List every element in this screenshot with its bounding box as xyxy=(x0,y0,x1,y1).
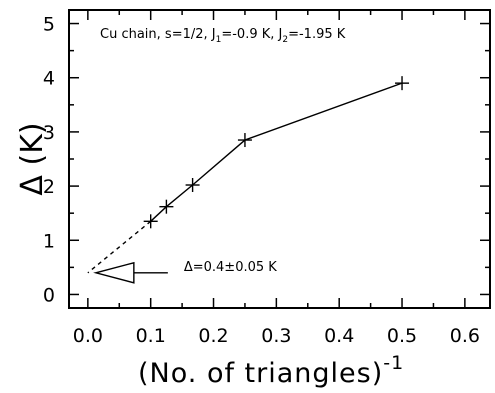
annotation-arrow-head xyxy=(93,261,135,284)
x-tick-label: 0.6 xyxy=(450,325,480,347)
data-point xyxy=(143,214,158,229)
x-tick-label: 0.3 xyxy=(261,325,291,347)
x-tick-label: 0.2 xyxy=(198,325,228,347)
y-tick-label: 5 xyxy=(43,14,55,36)
annotation-text: Δ=0.4±0.05 K xyxy=(184,260,277,275)
x-tick-label: 0.4 xyxy=(324,325,354,347)
y-tick-label: 2 xyxy=(43,176,55,198)
y-axis-label: Δ (K) xyxy=(15,122,50,195)
y-tick-label: 4 xyxy=(43,68,55,90)
series-layer xyxy=(87,76,410,274)
data-point xyxy=(395,76,410,91)
chart-title: Cu chain, s=1/2, J1=-0.9 K, J2=-1.95 K xyxy=(100,27,346,45)
data-point xyxy=(159,199,174,214)
data-point xyxy=(237,133,252,148)
y-tick-label: 3 xyxy=(43,122,55,144)
x-tick-label: 0.0 xyxy=(73,325,103,347)
series-line xyxy=(150,82,403,222)
x-tick-label: 0.5 xyxy=(387,325,417,347)
tick-labels: 0.0 0.1 0.2 0.3 0.4 0.5 0.6 0 1 2 3 4 5 xyxy=(43,14,480,347)
axis-ticks xyxy=(69,10,490,308)
annotation-layer: Δ=0.4±0.05 K xyxy=(93,260,277,284)
x-axis-label: (No. of triangles)-1 xyxy=(138,352,404,389)
x-tick-label: 0.1 xyxy=(136,325,166,347)
y-tick-label: 0 xyxy=(43,284,55,306)
y-tick-label: 1 xyxy=(43,230,55,252)
data-point xyxy=(185,178,200,193)
extrapolation-line xyxy=(87,220,152,274)
